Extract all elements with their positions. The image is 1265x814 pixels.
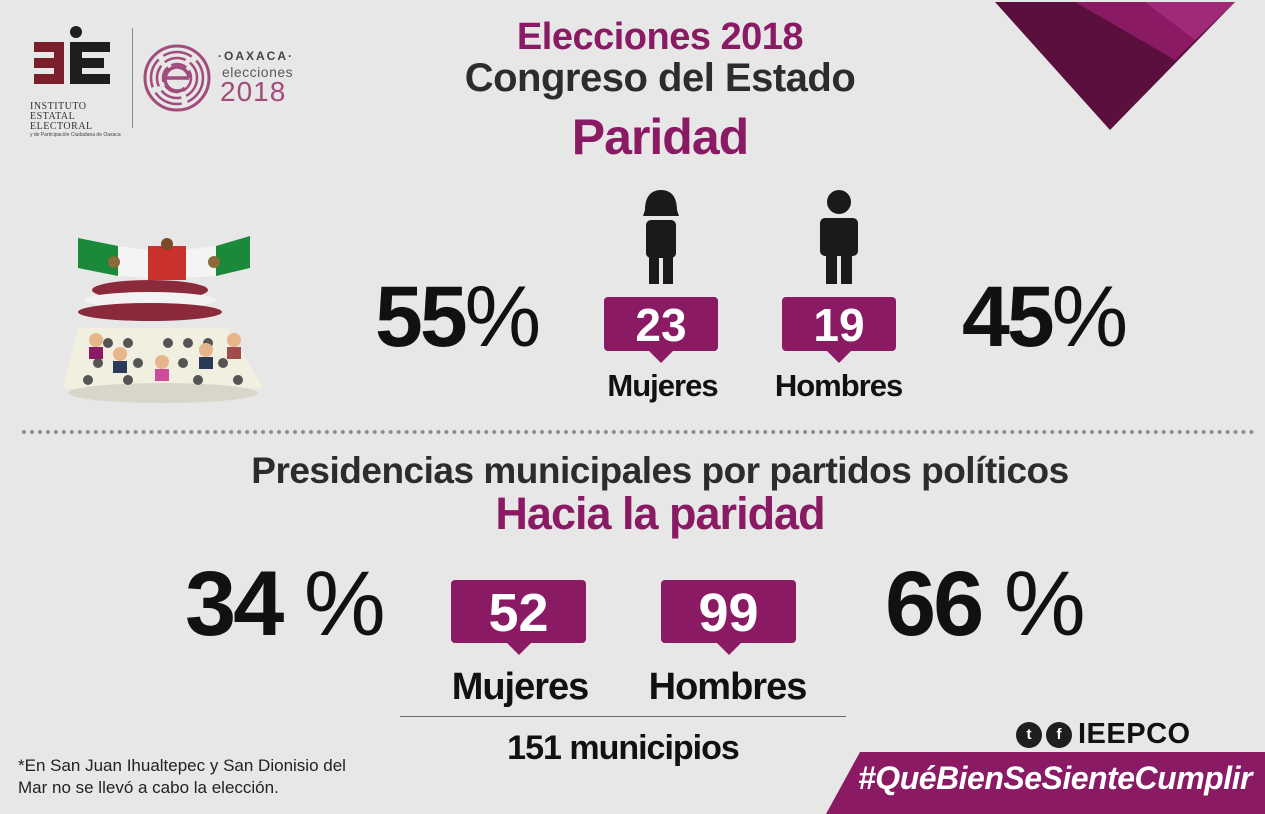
- municipales-hombres-count: 99: [661, 580, 796, 655]
- municipales-mujeres-label: Mujeres: [451, 666, 590, 708]
- hashtag: #QuéBienSeSienteCumplir: [858, 760, 1252, 796]
- twitter-icon: t: [1016, 721, 1042, 748]
- percent-sign: %: [464, 269, 542, 365]
- municipios-total: 151 municipios: [507, 729, 740, 767]
- woman-icon: [643, 190, 679, 284]
- percent-sign: %: [303, 553, 386, 655]
- social-handle: t f IEEPCO: [1016, 718, 1191, 752]
- logo-divider: [132, 28, 133, 128]
- municipales-hombres-percent: 66 %: [885, 552, 1086, 657]
- municipales-title: Presidencias municipales por partidos po…: [251, 450, 1069, 491]
- iee-logo: INSTITUTO ESTATAL ELECTORAL y de Partici…: [30, 22, 125, 138]
- municipales-subtitle: Hacia la paridad: [495, 488, 825, 539]
- municipales-hombres-label: Hombres: [648, 666, 808, 708]
- fingerprint-e-icon: [143, 44, 211, 112]
- municipales-mujeres-percent: 34 %: [185, 552, 386, 657]
- congreso-hombres-percent: 45%: [962, 268, 1128, 367]
- congreso-mujeres-percent: 55%: [375, 268, 541, 367]
- oaxaca-label: ·OAXACA·: [218, 49, 294, 63]
- iee-logo-name: INSTITUTO ESTATAL ELECTORAL: [30, 101, 93, 132]
- congreso-mujeres-percent-value: 55: [375, 269, 468, 365]
- congress-illustration: [63, 236, 263, 403]
- man-icon: [820, 190, 858, 284]
- corner-triangle-decoration: [995, 2, 1235, 130]
- hashtag-banner: [826, 752, 1265, 814]
- municipales-mujeres-count: 52: [451, 580, 586, 655]
- municipales-hombres-percent-value: 66: [885, 553, 984, 655]
- facebook-icon: f: [1046, 721, 1072, 748]
- elecciones-label: elecciones: [222, 64, 294, 80]
- title-elecciones: Elecciones 2018: [516, 16, 804, 58]
- social-handle-text: IEEPCO: [1078, 718, 1191, 750]
- congreso-mujeres-count: 23: [604, 297, 718, 363]
- percent-sign: %: [1051, 269, 1129, 365]
- congreso-hombres-count: 19: [782, 297, 896, 363]
- iee-logo-icon: [34, 26, 110, 84]
- title-congreso: Congreso del Estado: [464, 56, 856, 100]
- iee-logo-subname: y de Participación Ciudadana de Oaxaca: [30, 132, 121, 138]
- oaxaca-elecciones-logo: [143, 34, 303, 124]
- congreso-hombres-percent-value: 45: [962, 269, 1055, 365]
- footnote: *En San Juan Ihualtepec y San Dionisio d…: [18, 756, 346, 797]
- total-divider: [400, 716, 846, 717]
- municipales-mujeres-percent-value: 34: [185, 553, 284, 655]
- percent-sign: %: [1003, 553, 1086, 655]
- congreso-mujeres-label: Mujeres: [607, 368, 718, 403]
- logo-year: 2018: [220, 76, 287, 107]
- congreso-hombres-label: Hombres: [774, 368, 903, 403]
- title-paridad: Paridad: [571, 109, 749, 165]
- section-divider: [22, 430, 1255, 434]
